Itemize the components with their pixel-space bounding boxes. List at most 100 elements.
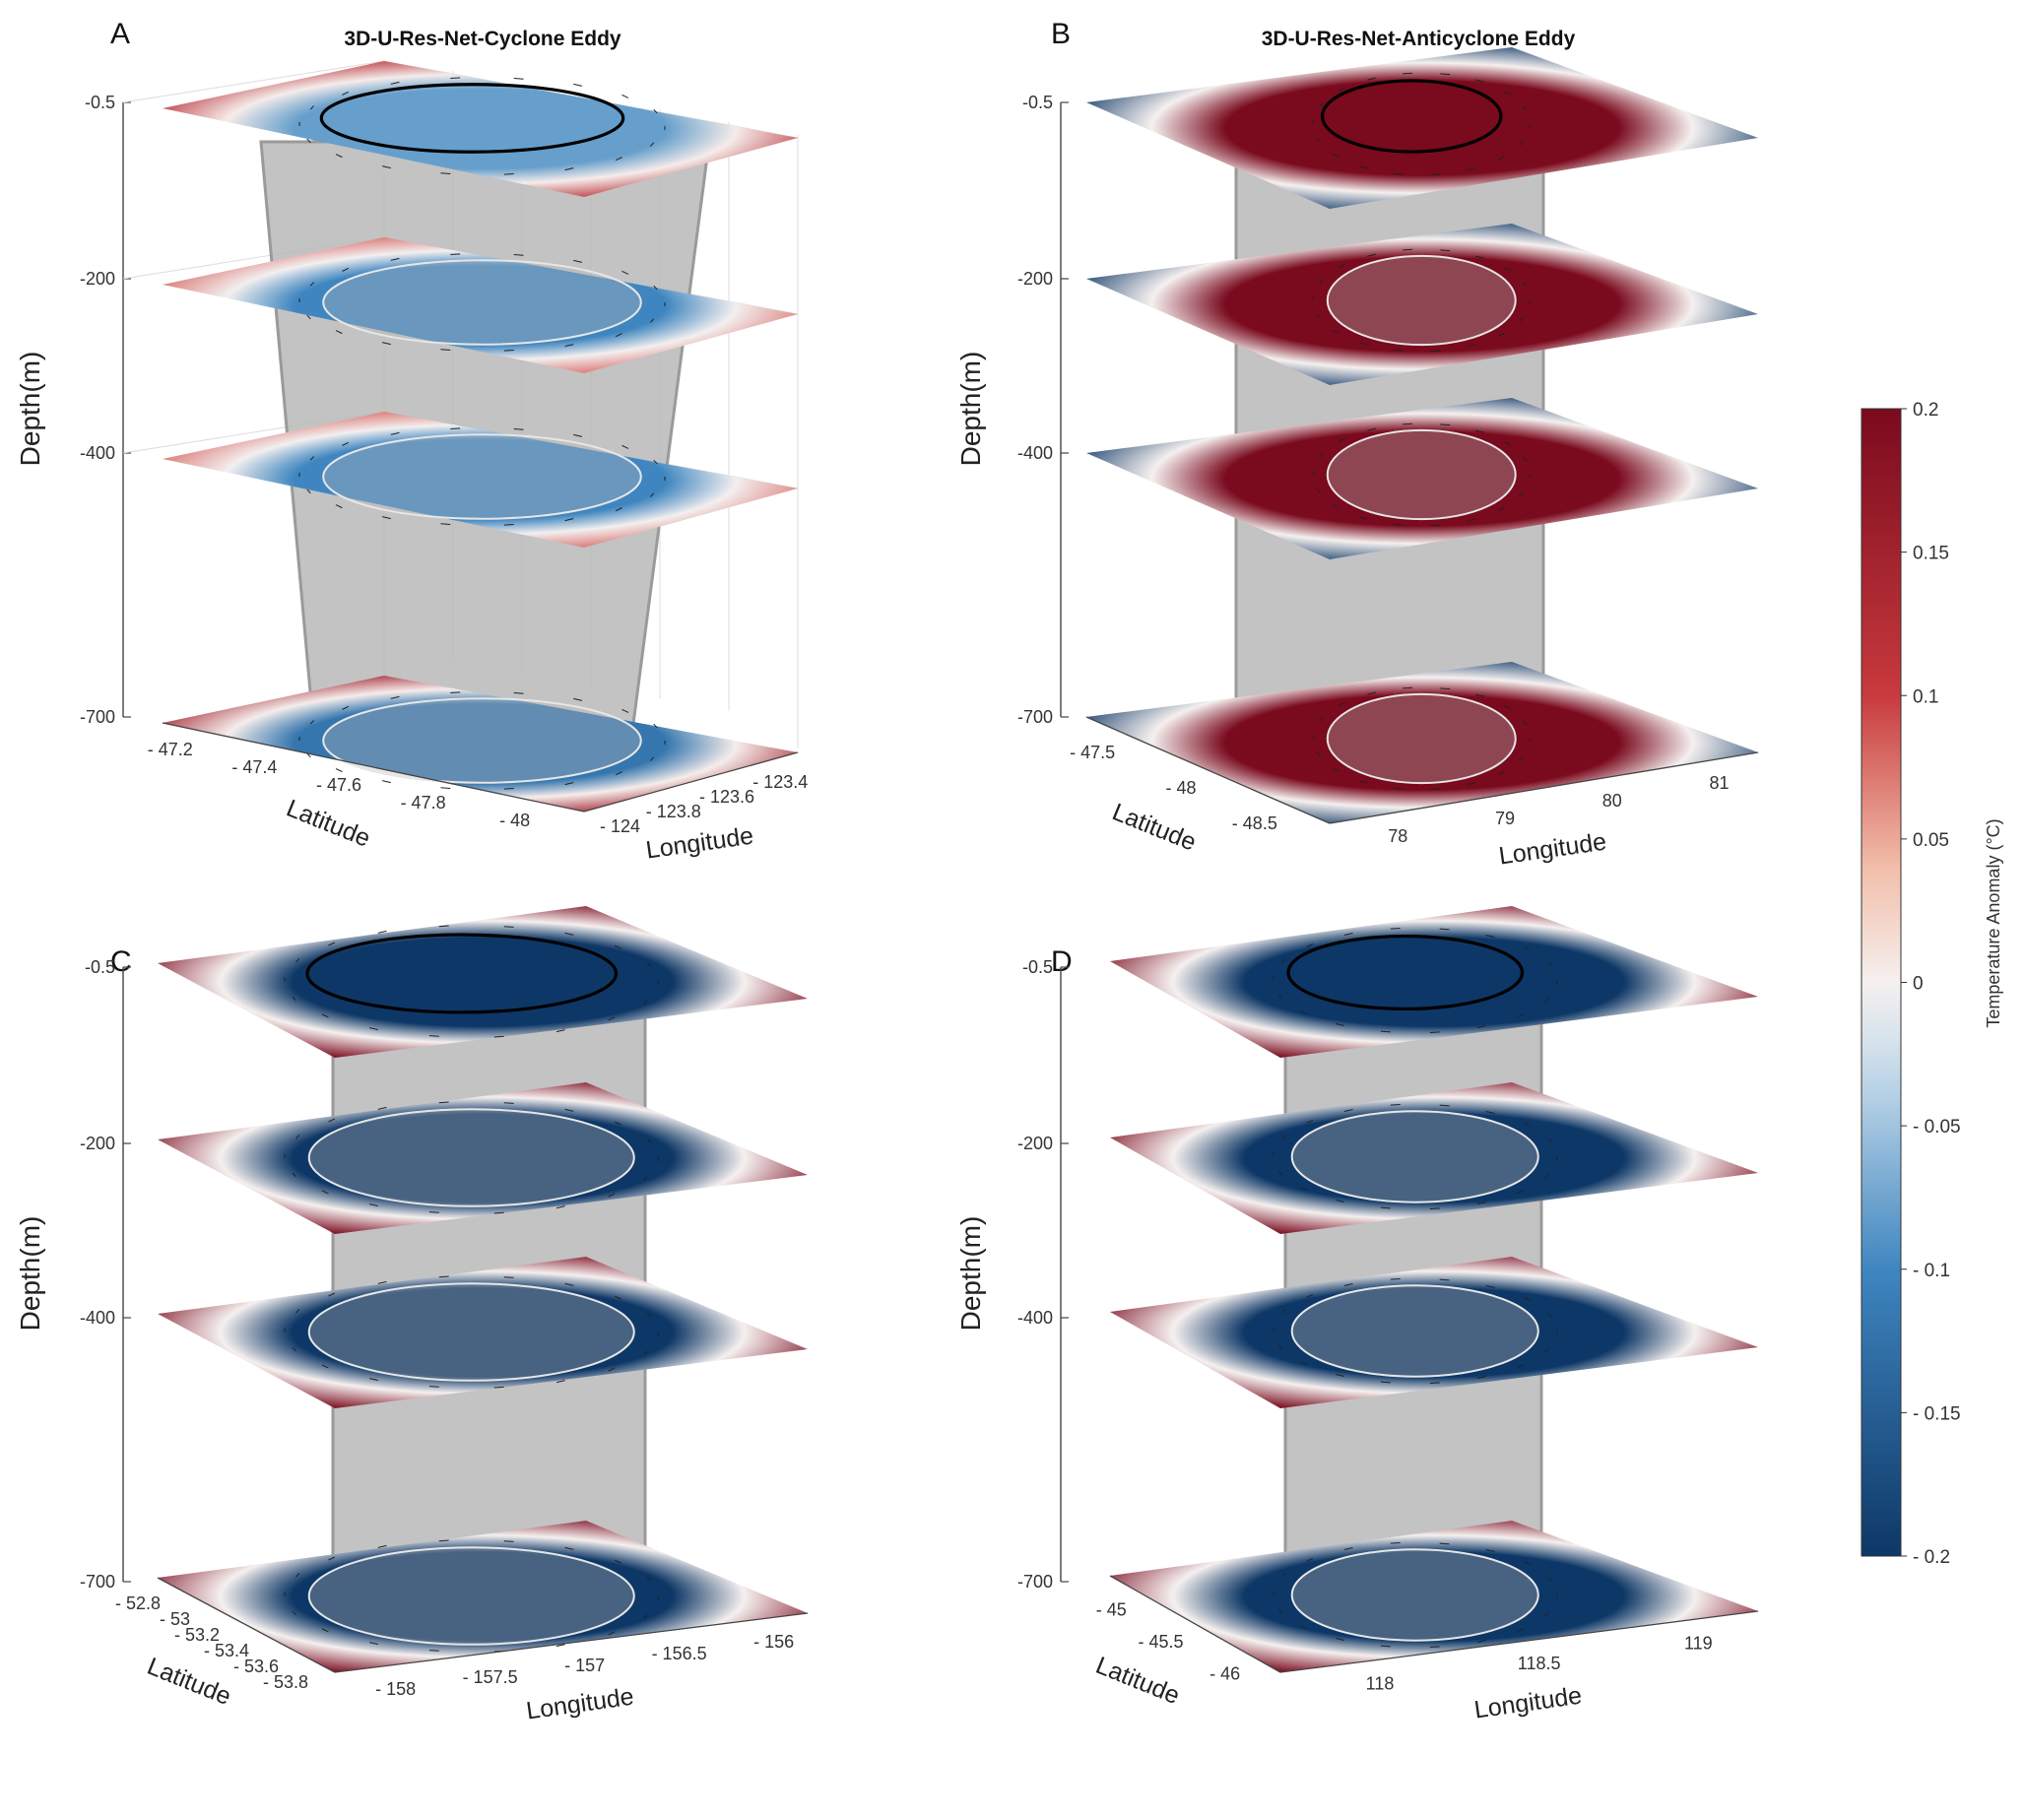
velocity-arrow [1332,153,1339,158]
velocity-arrow [643,1000,648,1005]
temperature-slice [158,906,808,1058]
velocity-arrow [382,165,391,169]
latitude-tick-label: - 47.8 [401,793,446,812]
depth-tick-label: -700 [80,707,115,727]
velocity-arrow [1306,942,1314,947]
slice--0.5 [1086,47,1758,209]
velocity-arrow [1517,1628,1525,1633]
velocity-arrow [295,1573,300,1578]
velocity-arrow [428,1650,439,1652]
panel-title: 3D-U-Res-Net-Cyclone Eddy [344,28,621,50]
velocity-arrow [1547,1138,1552,1143]
velocity-arrow [1343,1109,1353,1112]
velocity-arrow [573,697,582,701]
velocity-arrow [564,518,574,522]
velocity-arrow [503,1276,514,1278]
velocity-arrow [438,1275,449,1278]
eddy-cross-section [322,259,642,346]
velocity-arrow [653,285,658,291]
velocity-arrow [1343,1283,1353,1286]
velocity-arrow [1281,958,1286,963]
velocity-arrow [1467,167,1476,171]
velocity-arrow [1497,332,1505,337]
velocity-arrow [1429,1646,1440,1649]
slice--200 [1086,224,1758,385]
longitude-axis-label: Longitude [1497,828,1608,871]
velocity-arrow [1367,691,1377,695]
panel-letter: D [1051,945,1073,978]
velocity-arrow [1467,518,1476,522]
longitude-axis-line [1279,1610,1759,1673]
velocity-arrow [450,77,461,80]
velocity-arrow [438,1101,449,1104]
slice--700 [158,1521,808,1672]
temperature-slice [158,1082,808,1234]
velocity-arrow [1319,279,1324,284]
depth-tick-label: -700 [1017,707,1053,727]
velocity-arrow [1517,1013,1525,1018]
latitude-axis-label: Latitude [283,794,374,852]
velocity-arrow [1547,1312,1552,1318]
velocity-arrow [295,1135,300,1139]
latitude-tick-label: - 47.6 [316,775,361,795]
longitude-axis-label: Longitude [644,822,755,865]
depth-tick-label: -700 [80,1572,115,1592]
velocity-arrow [621,270,629,275]
temperature-slice [1110,1082,1758,1234]
velocity-arrow [1390,1103,1401,1106]
eddy-cross-section [307,1282,635,1382]
longitude-tick-label: - 156.5 [652,1644,707,1663]
velocity-arrow [646,1576,651,1582]
velocity-arrow [573,433,582,437]
velocity-arrow [1440,249,1451,252]
velocity-arrow [1523,720,1528,726]
colorbar-label: Temperature Anomaly (°C) [1984,818,2003,1027]
velocity-arrow [1429,1207,1440,1210]
velocity-arrow [555,1380,565,1384]
velocity-arrow [1380,1381,1391,1384]
velocity-arrow [292,1172,296,1178]
colorbar-tick-label: - 0.15 [1913,1403,1961,1424]
velocity-arrow [493,1035,504,1038]
velocity-arrow [555,1644,565,1648]
velocity-arrow [1390,1541,1401,1544]
panel-letter: A [110,18,130,50]
latitude-tick-label: - 45.5 [1138,1632,1183,1652]
velocity-arrow [643,1614,648,1619]
velocity-arrow [1338,264,1345,269]
velocity-arrow [555,1205,565,1209]
velocity-arrow [1475,429,1484,433]
longitude-tick-label: 81 [1709,773,1729,793]
velocity-arrow [1523,1122,1531,1127]
longitude-tick-label: - 123.6 [699,787,754,807]
velocity-arrow [1393,787,1404,790]
velocity-arrow [621,708,629,713]
longitude-tick-label: - 123.8 [646,802,701,821]
velocity-arrow [1439,1542,1450,1545]
depth-axis-label: Depth(m) [15,1216,45,1332]
velocity-arrow [1343,1547,1353,1550]
eddy-cross-section [1290,1284,1539,1378]
temperature-slice [1110,1521,1758,1672]
temperature-slice [163,412,798,548]
velocity-arrow [555,1029,565,1033]
velocity-arrow [321,1013,329,1018]
velocity-arrow [1544,1612,1549,1617]
velocity-arrow [1390,927,1401,930]
velocity-arrow [1393,523,1404,526]
velocity-arrow [1476,1025,1486,1028]
depth-axis-label: Depth(m) [955,352,986,467]
velocity-arrow [513,254,524,256]
depth-tick-label: -200 [1017,1134,1053,1153]
velocity-arrow [1336,1374,1344,1377]
longitude-tick-label: 80 [1602,791,1622,811]
latitude-tick-label: - 47.5 [1070,743,1115,762]
velocity-arrow [1319,102,1324,107]
velocity-arrow [649,142,655,147]
latitude-axis-label: Latitude [1108,798,1200,856]
velocity-arrow [1523,105,1528,111]
velocity-arrow [321,1364,329,1369]
temperature-slice [1086,398,1758,559]
latitude-tick-label: - 53.2 [174,1625,220,1645]
velocity-arrow [1429,1382,1440,1385]
